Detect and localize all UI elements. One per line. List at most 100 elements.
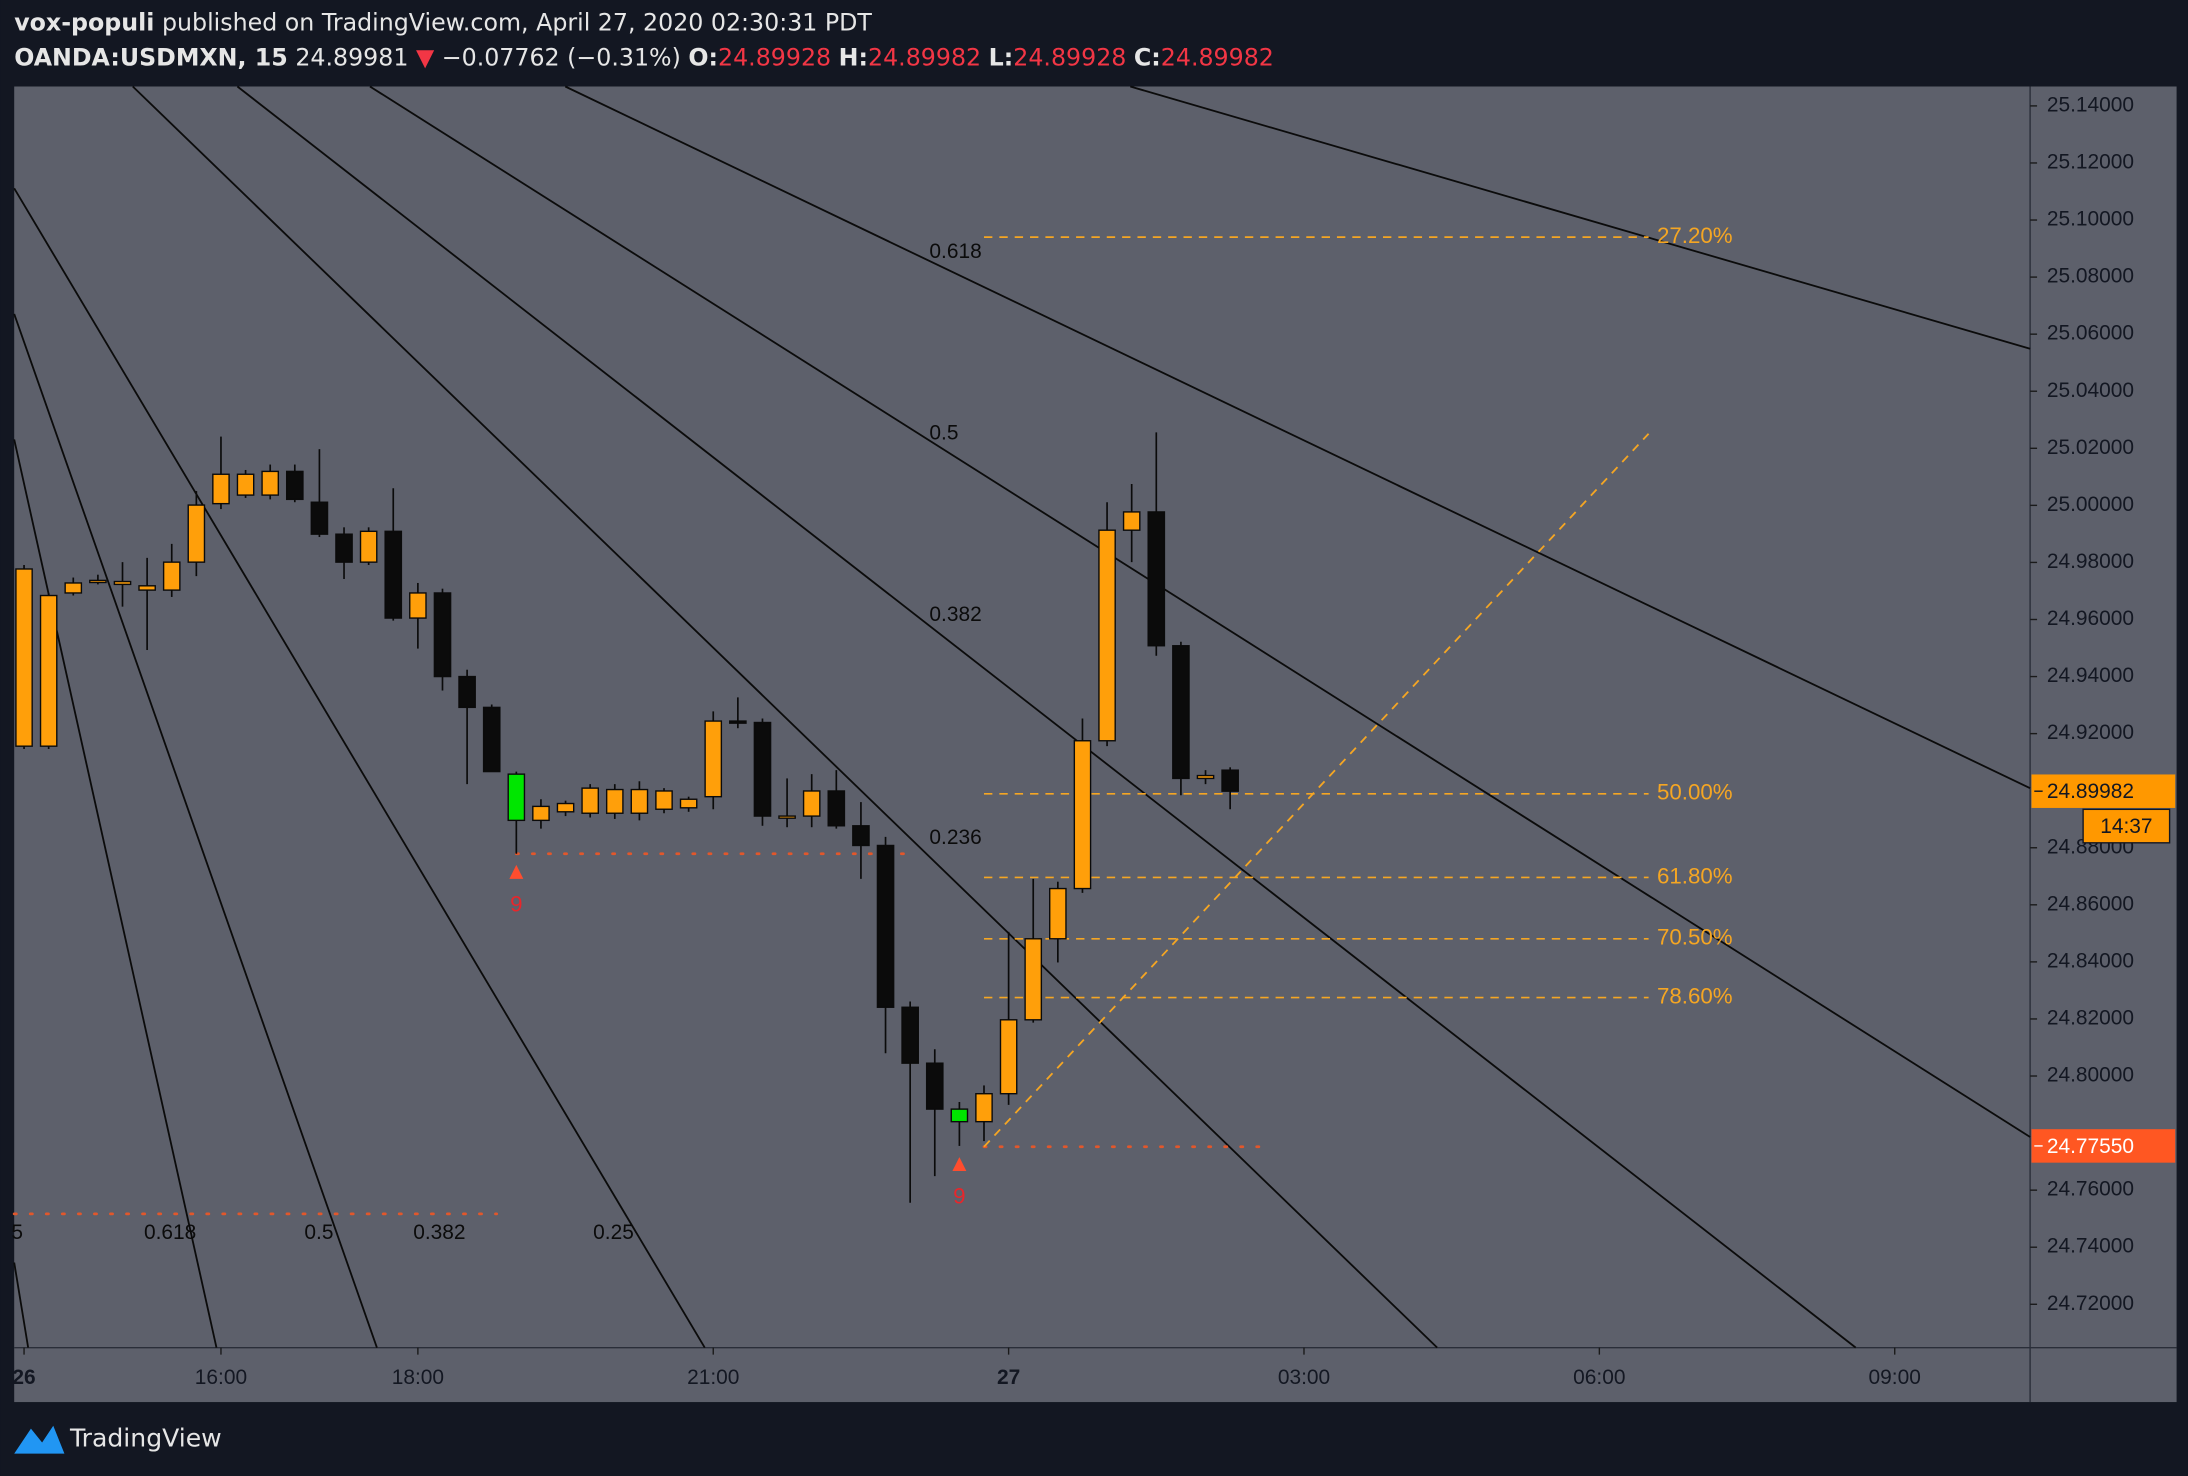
y-tick-label: 25.08000 bbox=[2047, 265, 2134, 288]
x-tick-label: 16:00 bbox=[195, 1366, 247, 1389]
fib-label: 50.00% bbox=[1657, 780, 1733, 805]
header-line-2: OANDA:USDMXN, 15 24.89981 ▼ −0.07762 (−0… bbox=[14, 43, 1274, 71]
fan-line bbox=[132, 85, 1438, 1349]
candle-body bbox=[409, 592, 427, 619]
candle-body bbox=[704, 720, 723, 798]
ohlc-value: 24.89982 bbox=[868, 43, 981, 71]
fib-label: 61.80% bbox=[1657, 863, 1733, 888]
candle-body bbox=[876, 844, 895, 1008]
td-label: 9 bbox=[510, 891, 522, 916]
x-tick-label: 18:00 bbox=[392, 1366, 444, 1389]
change: −0.07762 (−0.31%) bbox=[442, 43, 681, 71]
y-tick-label: 24.84000 bbox=[2047, 949, 2134, 972]
candle-body bbox=[802, 790, 821, 817]
x-tick-label: 26 bbox=[12, 1366, 35, 1389]
ohlc-value: 24.89928 bbox=[1013, 43, 1126, 71]
ohlc-label: O: bbox=[688, 43, 718, 71]
ohlc-label: C: bbox=[1134, 43, 1161, 71]
candle-body bbox=[950, 1108, 969, 1123]
candle-body bbox=[975, 1093, 993, 1123]
price-label-box bbox=[2031, 774, 2176, 808]
fan-lines bbox=[13, 85, 2031, 1349]
y-tick-label: 25.00000 bbox=[2047, 493, 2134, 516]
candle-body bbox=[1049, 887, 1067, 940]
candle-body bbox=[433, 592, 452, 678]
candle-body bbox=[581, 787, 599, 814]
y-tick-label: 24.86000 bbox=[2047, 892, 2134, 915]
y-tick-label: 24.92000 bbox=[2047, 721, 2134, 744]
logo-icon bbox=[14, 1425, 65, 1454]
price-label-box bbox=[2031, 1129, 2176, 1163]
fan-line bbox=[1130, 85, 2031, 350]
candle-body bbox=[753, 721, 772, 817]
x-tick-label: 03:00 bbox=[1278, 1366, 1330, 1389]
fan-label: 0.618 bbox=[929, 240, 981, 263]
y-tick-label: 24.76000 bbox=[2047, 1178, 2134, 1201]
ohlc-value: 24.89982 bbox=[1161, 43, 1274, 71]
td-arrow bbox=[952, 1157, 967, 1172]
candle-body bbox=[138, 585, 156, 591]
ohlc-value: 24.89928 bbox=[718, 43, 831, 71]
fan-line bbox=[369, 85, 2031, 1138]
candle-body bbox=[556, 802, 575, 813]
change-arrow: ▼ bbox=[416, 43, 435, 71]
x-tick-label: 06:00 bbox=[1573, 1366, 1625, 1389]
footer-logo: TradingView bbox=[14, 1424, 222, 1454]
fib-label: 78.60% bbox=[1657, 983, 1733, 1008]
fan-line bbox=[236, 85, 1857, 1349]
countdown-box bbox=[2082, 808, 2171, 844]
candle-body bbox=[605, 788, 624, 814]
candle-body bbox=[729, 720, 747, 724]
brand: TradingView bbox=[69, 1424, 222, 1453]
candle-body bbox=[187, 504, 206, 563]
candle-body bbox=[212, 473, 230, 505]
y-tick-label: 24.80000 bbox=[2047, 1064, 2134, 1087]
candle-body bbox=[64, 582, 83, 594]
candle-body bbox=[113, 580, 132, 586]
candle-body bbox=[630, 788, 649, 814]
candle-body bbox=[335, 533, 353, 563]
candle-body bbox=[925, 1062, 944, 1110]
fan-labels: 0.618 0.5 0.382 0.236 5 0.618 0.5 0.382 … bbox=[11, 240, 981, 1244]
fib-label: 70.50% bbox=[1657, 925, 1733, 950]
fan-line bbox=[13, 187, 706, 1349]
y-tick-label: 25.06000 bbox=[2047, 322, 2134, 345]
fan-line bbox=[13, 313, 378, 1348]
candle-body bbox=[1172, 645, 1190, 780]
y-tick-label: 24.94000 bbox=[2047, 664, 2134, 687]
fan-label: 5 bbox=[11, 1221, 23, 1244]
candle-body bbox=[39, 594, 58, 747]
author: vox-populi bbox=[14, 8, 154, 36]
candle-body bbox=[1147, 511, 1166, 647]
fan-label: 0.382 bbox=[413, 1221, 465, 1244]
fan-label: 0.236 bbox=[929, 826, 981, 849]
x-tick-label: 27 bbox=[997, 1366, 1020, 1389]
candle-body bbox=[236, 473, 255, 496]
fan-label: 0.618 bbox=[144, 1221, 196, 1244]
candle-body bbox=[1073, 740, 1092, 890]
candle-body bbox=[852, 825, 870, 847]
candle-body bbox=[655, 790, 673, 810]
price-label: 24.77550 bbox=[2047, 1135, 2134, 1158]
candle-body bbox=[1098, 529, 1116, 742]
candle-body bbox=[507, 773, 526, 822]
fan-line bbox=[13, 439, 218, 1348]
last-price: 24.89981 bbox=[295, 43, 408, 71]
candle-body bbox=[310, 501, 329, 535]
candle-body bbox=[384, 530, 403, 619]
symbol: OANDA:USDMXN, 15 bbox=[14, 43, 288, 71]
fan-line bbox=[564, 85, 2031, 790]
candle-body bbox=[359, 530, 378, 563]
candle-body bbox=[1122, 511, 1141, 531]
price-label: 24.89982 bbox=[2047, 780, 2134, 803]
countdown: 14:37 bbox=[2100, 815, 2152, 838]
candle-body bbox=[778, 815, 796, 819]
fan-label: 0.5 bbox=[929, 421, 958, 444]
fan-label: 0.25 bbox=[593, 1221, 634, 1244]
candle-body bbox=[261, 470, 280, 496]
candle-body bbox=[679, 798, 698, 809]
candle-body bbox=[162, 561, 181, 591]
ohlc-label: H: bbox=[839, 43, 868, 71]
candle-body bbox=[1196, 774, 1215, 780]
